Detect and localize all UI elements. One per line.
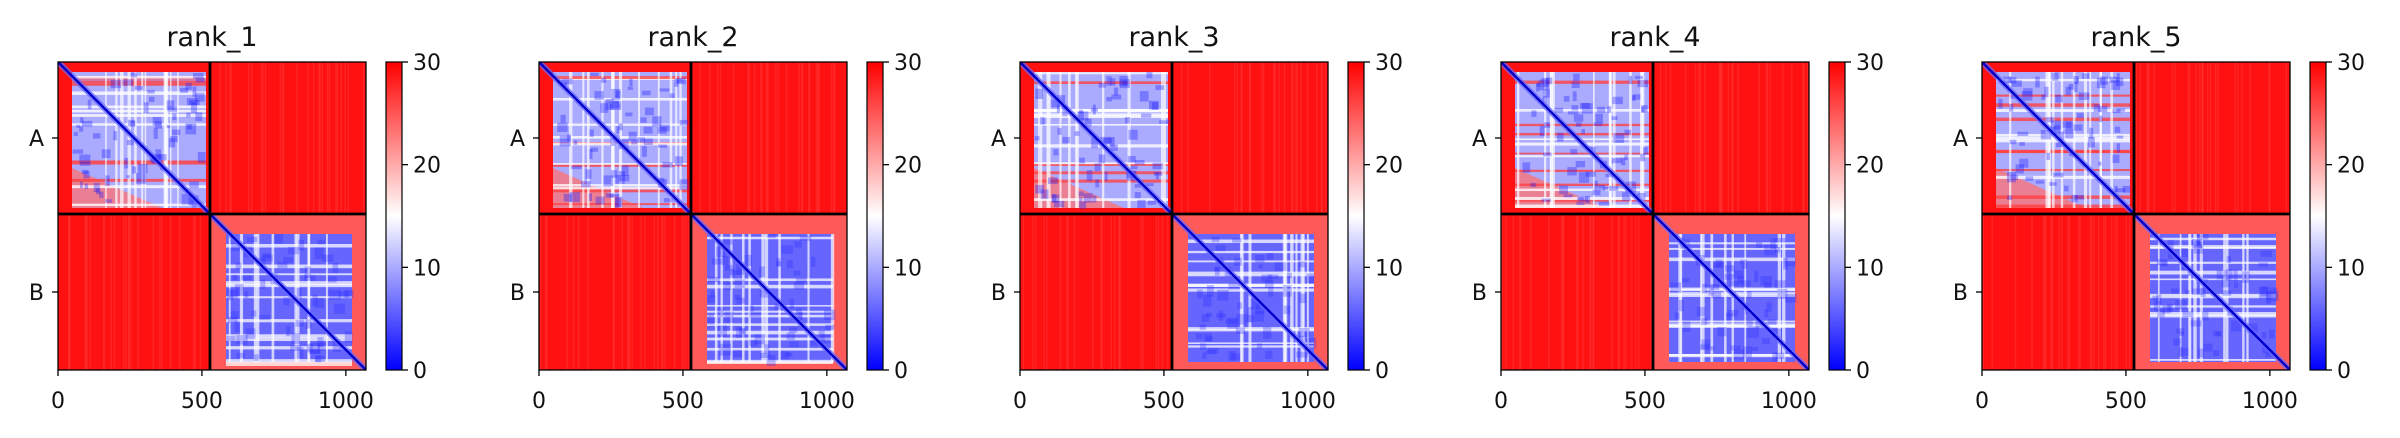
axes-frame bbox=[1981, 61, 2291, 371]
colorbar bbox=[385, 61, 403, 371]
axes-frame bbox=[1019, 61, 1329, 371]
colorbar-tick-label: 20 bbox=[894, 154, 922, 179]
pae-panel-3: rank_3 0 500 1000 A B 0 10 20 30 bbox=[991, 22, 1403, 414]
diagonal bbox=[539, 62, 847, 370]
y-tick-label: A bbox=[991, 127, 1006, 152]
colorbar-tick-label: 0 bbox=[2337, 359, 2351, 384]
y-tick-label: B bbox=[29, 281, 44, 306]
x-tick-label: 1000 bbox=[1761, 389, 1817, 414]
y-tick-label: A bbox=[510, 127, 525, 152]
colorbar-tick-label: 30 bbox=[1375, 51, 1403, 76]
x-tick-label: 500 bbox=[1624, 389, 1666, 414]
colorbar-tick-label: 10 bbox=[894, 256, 922, 281]
axes-frame bbox=[1500, 61, 1810, 371]
diagonal bbox=[58, 62, 366, 370]
block-A-B bbox=[690, 62, 847, 214]
y-tick-label: B bbox=[1472, 281, 1487, 306]
panel-title: rank_5 bbox=[2090, 22, 2181, 53]
block-B-A bbox=[1501, 213, 1653, 370]
colorbar-tick-label: 20 bbox=[413, 154, 441, 179]
pae-panel-2: rank_2 0 500 1000 A B 0 10 20 30 bbox=[510, 22, 922, 414]
pae-panel-1: rank_1 0 500 1000 A B 0 10 20 30 bbox=[29, 22, 441, 414]
x-tick-label: 1000 bbox=[799, 389, 855, 414]
block-B-B bbox=[706, 233, 833, 362]
colorbar bbox=[866, 61, 884, 371]
diagonal bbox=[1020, 62, 1328, 370]
x-tick-label: 500 bbox=[181, 389, 223, 414]
diagonal bbox=[1501, 62, 1809, 370]
colorbar bbox=[1347, 61, 1365, 371]
colorbar-tick-label: 0 bbox=[894, 359, 908, 384]
block-B-A bbox=[539, 213, 691, 370]
x-tick-label: 1000 bbox=[318, 389, 374, 414]
pae-heatmap bbox=[1020, 62, 1328, 370]
block-A-B bbox=[1652, 62, 1809, 214]
x-tick-label: 0 bbox=[532, 389, 546, 414]
y-tick-label: B bbox=[510, 281, 525, 306]
colorbar-tick-label: 10 bbox=[413, 256, 441, 281]
y-tick-label: B bbox=[991, 281, 1006, 306]
colorbar-tick-label: 0 bbox=[413, 359, 427, 384]
colorbar-tick-label: 30 bbox=[413, 51, 441, 76]
x-tick-label: 500 bbox=[1143, 389, 1185, 414]
colorbar-tick-label: 10 bbox=[1375, 256, 1403, 281]
y-tick-label: B bbox=[1953, 281, 1968, 306]
diagonal bbox=[1982, 62, 2290, 370]
colorbar-tick-label: 30 bbox=[894, 51, 922, 76]
pae-heatmap bbox=[539, 62, 847, 370]
y-tick-label: A bbox=[1472, 127, 1487, 152]
pae-heatmap bbox=[1982, 62, 2290, 370]
x-tick-label: 500 bbox=[2105, 389, 2147, 414]
x-tick-label: 0 bbox=[1975, 389, 1989, 414]
y-tick-label: A bbox=[29, 127, 44, 152]
block-B-A bbox=[58, 213, 210, 370]
colorbar-tick-label: 30 bbox=[1856, 51, 1884, 76]
x-tick-label: 0 bbox=[1013, 389, 1027, 414]
y-tick-label: A bbox=[1953, 127, 1968, 152]
x-tick-label: 500 bbox=[662, 389, 704, 414]
block-A-B bbox=[209, 62, 366, 214]
x-tick-label: 0 bbox=[51, 389, 65, 414]
panel-title: rank_1 bbox=[166, 22, 257, 53]
block-A-B bbox=[1171, 62, 1328, 214]
colorbar bbox=[1828, 61, 1846, 371]
colorbar-tick-label: 20 bbox=[2337, 154, 2365, 179]
panel-title: rank_4 bbox=[1609, 22, 1700, 53]
colorbar-tick-label: 0 bbox=[1856, 359, 1870, 384]
colorbar-tick-label: 10 bbox=[1856, 256, 1884, 281]
block-A-B bbox=[2133, 62, 2290, 214]
colorbar-tick-label: 20 bbox=[1856, 154, 1884, 179]
colorbar-tick-label: 0 bbox=[1375, 359, 1389, 384]
colorbar-tick-label: 20 bbox=[1375, 154, 1403, 179]
axes-frame bbox=[57, 61, 367, 371]
pae-panel-4: rank_4 0 500 1000 A B 0 10 20 30 bbox=[1472, 22, 1884, 414]
axes-frame bbox=[538, 61, 848, 371]
pae-heatmap bbox=[1501, 62, 1809, 370]
colorbar-tick-label: 10 bbox=[2337, 256, 2365, 281]
panel-title: rank_3 bbox=[1128, 22, 1219, 53]
x-tick-label: 1000 bbox=[2242, 389, 2298, 414]
pae-panel-5: rank_5 0 500 1000 A B 0 10 20 30 bbox=[1953, 22, 2365, 414]
x-tick-label: 0 bbox=[1494, 389, 1508, 414]
block-B-A bbox=[1020, 213, 1172, 370]
x-tick-label: 1000 bbox=[1280, 389, 1336, 414]
colorbar-tick-label: 30 bbox=[2337, 51, 2365, 76]
panel-title: rank_2 bbox=[647, 22, 738, 53]
block-B-A bbox=[1982, 213, 2134, 370]
colorbar bbox=[2309, 61, 2327, 371]
pae-heatmap bbox=[58, 62, 366, 370]
